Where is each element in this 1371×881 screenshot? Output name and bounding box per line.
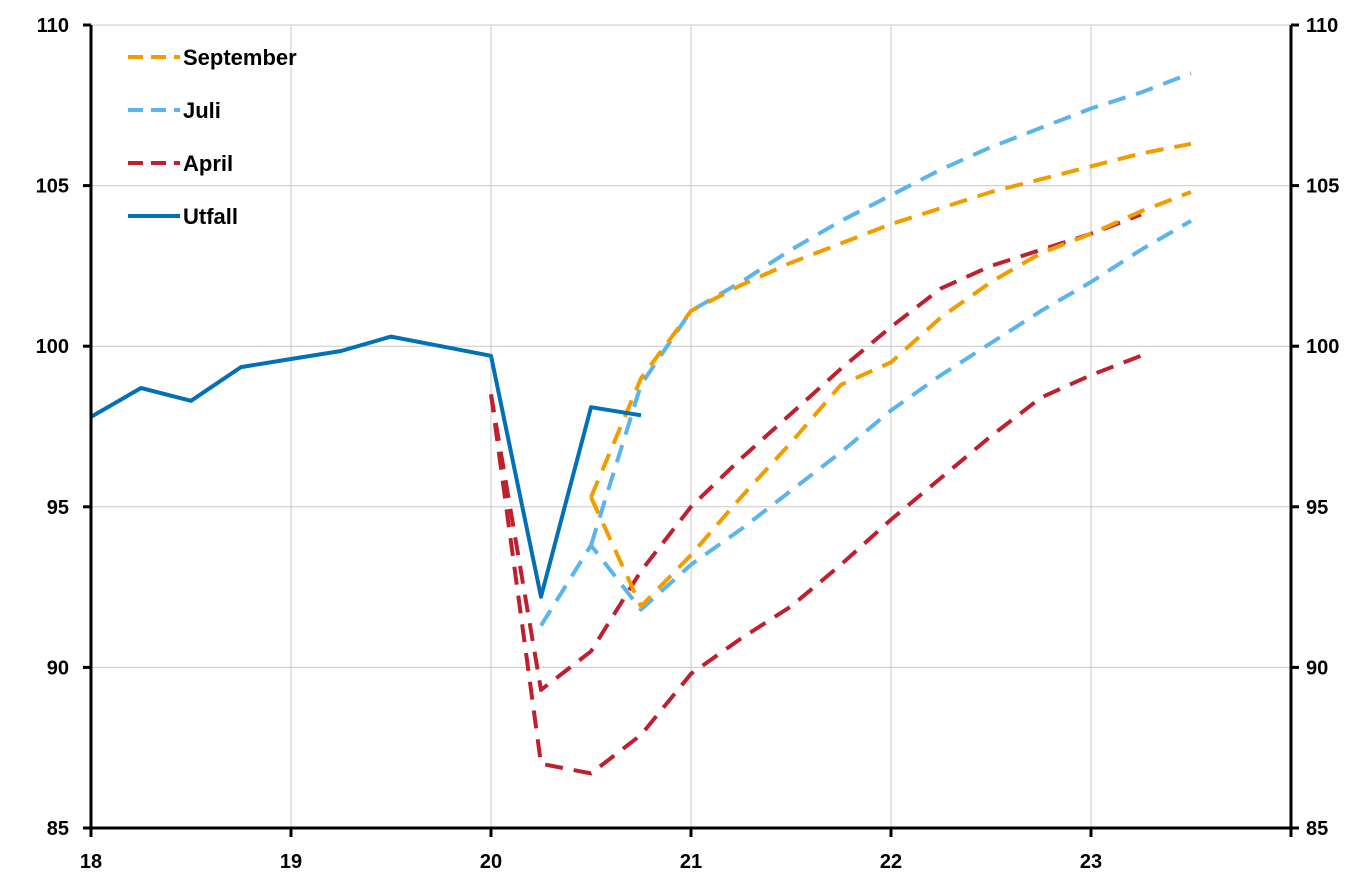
x-tick-label: 19 xyxy=(280,851,302,873)
x-tick-label: 20 xyxy=(480,851,502,873)
series-line-utfall xyxy=(89,334,642,599)
y-tick-label-right: 100 xyxy=(1306,336,1339,358)
legend-item-juli: Juli xyxy=(128,98,221,123)
y-tick-label-left: 95 xyxy=(47,497,69,519)
series-line-september xyxy=(589,141,1192,498)
legend-label-juli: Juli xyxy=(183,98,221,123)
x-tick-label: 22 xyxy=(880,851,902,873)
y-tick-label-left: 110 xyxy=(37,15,69,37)
y-tick-label-right: 105 xyxy=(1306,176,1339,198)
gridlines xyxy=(91,24,1291,828)
tick-labels: 85 85 90 90 95 95 100 100 105 105 110 110 18 19 20 21 22… xyxy=(36,15,1340,873)
series-line-juli xyxy=(539,219,1193,627)
legend-label-april: April xyxy=(183,151,233,176)
axes xyxy=(83,23,1299,837)
y-tick-label-left: 85 xyxy=(47,818,69,840)
x-tick-label: 18 xyxy=(80,851,102,873)
x-tick-label: 21 xyxy=(680,851,702,873)
y-tick-label-right: 90 xyxy=(1306,657,1328,679)
legend-item-utfall: Utfall xyxy=(128,204,238,229)
y-tick-label-right: 110 xyxy=(1306,15,1338,37)
legend-item-september: September xyxy=(128,45,297,70)
series-line-september xyxy=(589,190,1192,609)
y-tick-label-left: 100 xyxy=(36,336,69,358)
y-tick-label-right: 95 xyxy=(1306,497,1328,519)
x-tick-label: 23 xyxy=(1080,851,1102,873)
series-lines xyxy=(89,71,1193,776)
y-tick-label-left: 105 xyxy=(36,176,69,198)
y-tick-label-right: 85 xyxy=(1306,818,1328,840)
y-tick-label-left: 90 xyxy=(47,657,69,679)
series-line-juli xyxy=(589,71,1192,546)
legend: September Juli April Utfall xyxy=(128,45,297,229)
series-line-april xyxy=(489,353,1142,776)
legend-item-april: April xyxy=(128,151,233,176)
series-line-april xyxy=(489,212,1142,692)
legend-label-september: September xyxy=(183,45,297,70)
legend-label-utfall: Utfall xyxy=(183,204,238,229)
